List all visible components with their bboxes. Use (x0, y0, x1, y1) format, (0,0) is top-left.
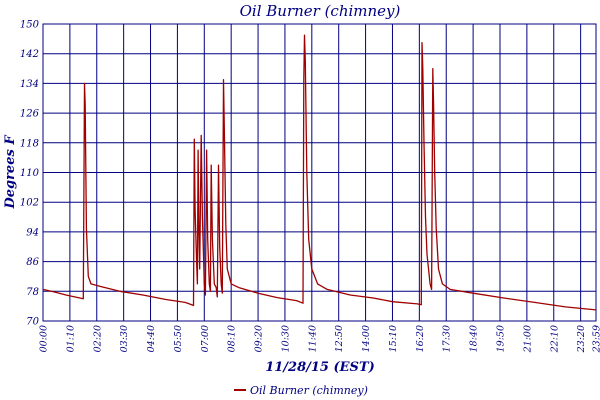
y-tick-label: 110 (20, 168, 40, 179)
x-axis-label: 11/28/15 (EST) (265, 360, 375, 375)
x-tick-label: 16:20 (415, 325, 426, 352)
x-axis-ticks: 00:00 01:10 02:20 03:30 04:40 05:50 07:00 08:10… (39, 325, 600, 353)
y-tick-label: 134 (20, 79, 39, 90)
x-tick-label: 04:40 (146, 325, 157, 352)
series-line (42, 34, 597, 311)
y-tick-label: 142 (20, 49, 39, 60)
x-tick-label: 10:30 (280, 325, 291, 352)
y-tick-label: 86 (26, 257, 39, 268)
x-tick-label: 22:10 (549, 325, 560, 353)
x-tick-label: 14:00 (361, 325, 372, 352)
x-tick-label: 15:10 (388, 325, 399, 352)
legend-label: Oil Burner (chimney) (250, 384, 368, 397)
x-tick-label: 00:00 (39, 325, 50, 352)
x-tick-label: 01:10 (65, 325, 76, 352)
plot-area-border (42, 23, 597, 322)
chart-title: Oil Burner (chimney) (240, 2, 401, 20)
x-tick-label: 07:00 (200, 325, 211, 352)
x-tick-label: 03:30 (119, 325, 130, 352)
y-tick-label: 70 (26, 317, 39, 328)
x-tick-label: 18:40 (469, 325, 480, 352)
series-lines (42, 34, 597, 311)
x-tick-label: 19:50 (495, 325, 506, 352)
y-axis-label: Degrees F (3, 135, 18, 210)
x-tick-label: 12:50 (334, 325, 345, 352)
y-tick-label: 118 (20, 138, 39, 149)
x-tick-label: 21:00 (522, 325, 533, 353)
x-tick-label: 02:20 (92, 325, 103, 352)
x-tick-label: 05:50 (173, 325, 184, 352)
y-tick-label: 150 (20, 20, 40, 31)
chart-grid (42, 23, 597, 322)
y-tick-label: 126 (20, 109, 40, 120)
x-tick-label: 08:10 (227, 325, 238, 352)
legend: Oil Burner (chimney) (234, 384, 368, 397)
x-tick-label: 17:30 (442, 325, 453, 352)
x-tick-label: 23:59 (592, 325, 600, 353)
x-tick-label: 09:20 (254, 325, 265, 352)
y-tick-label: 94 (26, 227, 39, 238)
y-tick-label: 102 (20, 198, 39, 209)
x-tick-label: 23:20 (576, 325, 587, 353)
y-tick-label: 78 (26, 287, 39, 298)
x-tick-label: 11:40 (307, 325, 318, 352)
y-axis-ticks: 70 78 86 94 102 110 118 126 134 142 150 (20, 20, 40, 328)
